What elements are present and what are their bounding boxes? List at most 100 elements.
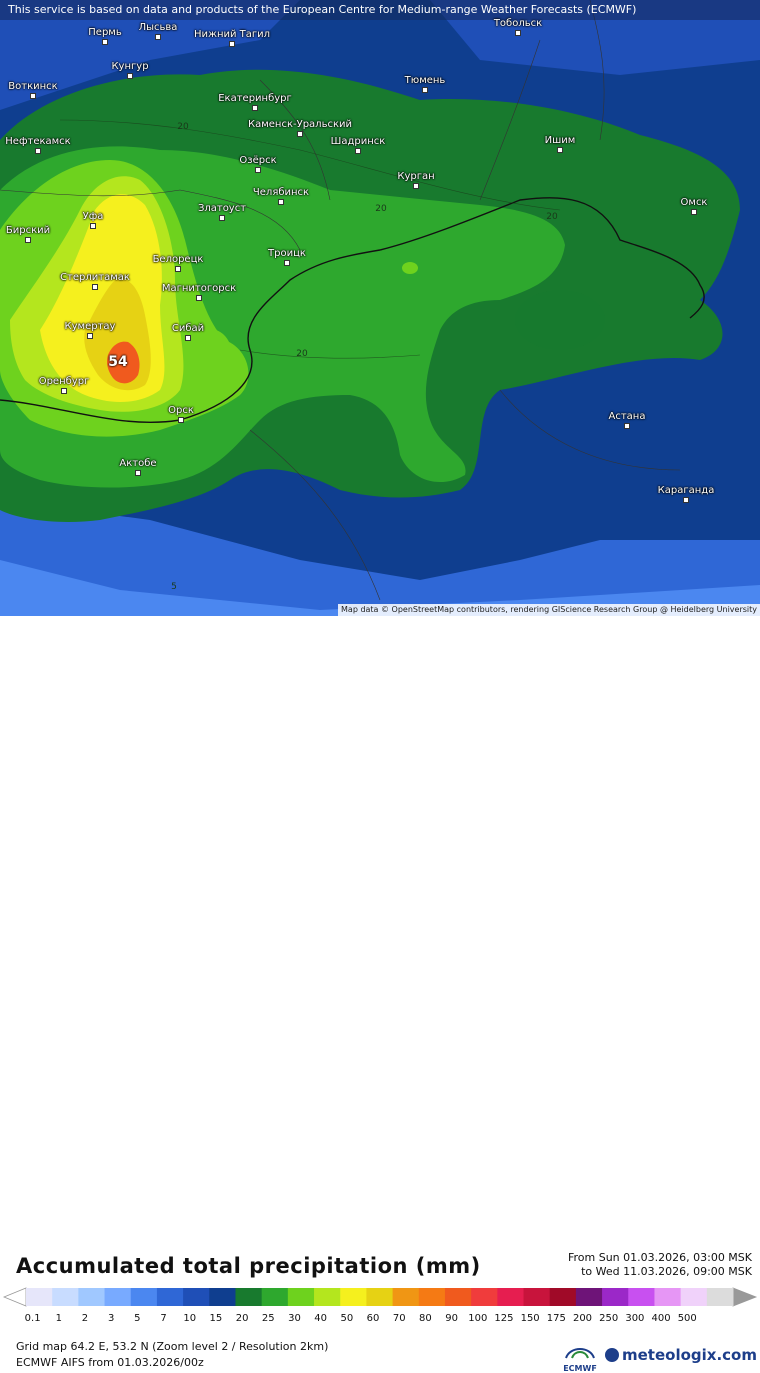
scale-tick-label: 30 — [288, 1313, 301, 1324]
scale-segment — [602, 1288, 629, 1306]
max-precip-label: 54 — [108, 354, 128, 370]
scale-segment — [575, 1288, 603, 1306]
brand-text: meteologix.com — [622, 1346, 757, 1364]
city-marker — [355, 148, 361, 154]
city-marker — [61, 388, 67, 394]
region-border — [0, 189, 301, 251]
precipitation-map[interactable]: This service is based on data and produc… — [0, 0, 760, 616]
scale-tick-label: 500 — [677, 1313, 697, 1324]
city-label: Нижний Тагил — [193, 29, 271, 40]
city-marker — [229, 41, 235, 47]
scale-tick-label: 175 — [546, 1313, 566, 1324]
city-marker — [92, 284, 98, 290]
scale-tick-label: 40 — [314, 1313, 328, 1324]
scale-tick-label: 1 — [55, 1313, 62, 1324]
scale-tick-label: 5 — [134, 1313, 141, 1324]
scale-tick-label: 300 — [625, 1313, 645, 1324]
scale-segment — [26, 1288, 53, 1306]
region-border-5 — [249, 429, 381, 601]
city-marker — [422, 87, 428, 93]
scale-tick-label: 400 — [651, 1313, 671, 1324]
city-label: Кумертау — [64, 321, 116, 332]
scale-tick-label: 7 — [160, 1313, 167, 1324]
scale-segment — [680, 1288, 708, 1306]
scale-segment — [366, 1288, 394, 1306]
scale-tick-label: 50 — [340, 1313, 354, 1324]
isoline-20 — [59, 119, 561, 211]
city-label: Астана — [608, 411, 646, 422]
scale-tick-label: 60 — [366, 1313, 380, 1324]
scale-tick-label: 150 — [520, 1313, 540, 1324]
scale-tick-label: 80 — [419, 1313, 432, 1324]
scale-segment — [156, 1288, 184, 1306]
city-marker — [196, 295, 202, 301]
precip-spot — [402, 262, 418, 274]
city-label: Кунгур — [111, 61, 149, 72]
city-marker — [25, 237, 31, 243]
grid-info: Grid map 64.2 E, 53.2 N (Zoom level 2 / … — [16, 1340, 329, 1353]
city-label: Актобе — [119, 458, 157, 469]
city-marker — [175, 266, 181, 272]
city-label: Воткинск — [8, 81, 58, 92]
city-marker — [284, 260, 290, 266]
scale-segment — [418, 1288, 446, 1306]
map-credit[interactable]: Map data © OpenStreetMap contributors, r… — [338, 604, 760, 616]
city-label: Челябинск — [252, 187, 310, 198]
scale-tick-label: 10 — [183, 1313, 197, 1324]
globe-icon — [605, 1348, 619, 1362]
legend-panel: Accumulated total precipitation (mm) Fro… — [0, 616, 760, 1373]
city-label: Екатеринбург — [218, 93, 292, 104]
region-border-3 — [479, 39, 541, 201]
city-label: Озёрск — [239, 155, 277, 166]
scale-tick-label: 2 — [81, 1313, 89, 1324]
city-label: Омск — [680, 197, 708, 208]
ecmwf-logo: ECMWF — [562, 1342, 598, 1373]
scale-tick-label: 100 — [468, 1313, 488, 1324]
scale-segment — [261, 1288, 289, 1306]
legend-title: Accumulated total precipitation (mm) — [16, 1254, 481, 1278]
city-label: Караганда — [657, 485, 715, 496]
scale-segment — [628, 1288, 655, 1306]
precip-spot-2 — [188, 329, 232, 381]
isoline-label: 20 — [546, 212, 558, 222]
scale-segment — [392, 1288, 420, 1306]
precip-field-7 — [0, 500, 760, 616]
city-label: Сибай — [171, 323, 205, 334]
city-marker — [255, 167, 261, 173]
period-to: to Wed 11.03.2026, 09:00 MSK — [581, 1265, 752, 1278]
ecmwf-logo-icon — [565, 1348, 595, 1359]
scale-arrow-left — [2, 1287, 27, 1307]
scale-segment — [523, 1288, 551, 1306]
region-border-6 — [499, 389, 681, 471]
isoline-label: 20 — [296, 349, 308, 359]
city-marker — [87, 333, 93, 339]
city-marker — [297, 131, 303, 137]
city-label: Белорецк — [152, 254, 204, 265]
scale-segment — [78, 1288, 106, 1306]
scale-segment — [52, 1288, 79, 1306]
scale-segment — [444, 1288, 472, 1306]
country-border — [0, 197, 705, 424]
city-marker — [624, 423, 630, 429]
region-border-2 — [259, 79, 331, 201]
scale-segment — [549, 1288, 577, 1306]
city-marker — [557, 147, 563, 153]
model-info: ECMWF AIFS from 01.03.2026/00z — [16, 1356, 204, 1369]
city-marker — [185, 335, 191, 341]
city-marker — [278, 199, 284, 205]
scale-segment — [471, 1288, 498, 1306]
scale-segment — [340, 1288, 367, 1306]
isoline-20b — [239, 349, 421, 359]
ecmwf-banner: This service is based on data and produc… — [0, 0, 760, 20]
meteologix-brand[interactable]: meteologix.com — [605, 1346, 757, 1364]
city-marker — [691, 209, 697, 215]
city-marker — [252, 105, 258, 111]
city-label: Шадринск — [330, 136, 386, 147]
city-label: Стерлитамак — [60, 272, 130, 283]
scale-tick-label: 125 — [494, 1313, 514, 1324]
city-label: Каменск-Уральский — [248, 119, 352, 130]
ecmwf-logo-text: ECMWF — [563, 1364, 597, 1373]
precip-spot-3 — [515, 290, 605, 350]
city-marker — [135, 470, 141, 476]
scale-segment — [314, 1288, 341, 1306]
